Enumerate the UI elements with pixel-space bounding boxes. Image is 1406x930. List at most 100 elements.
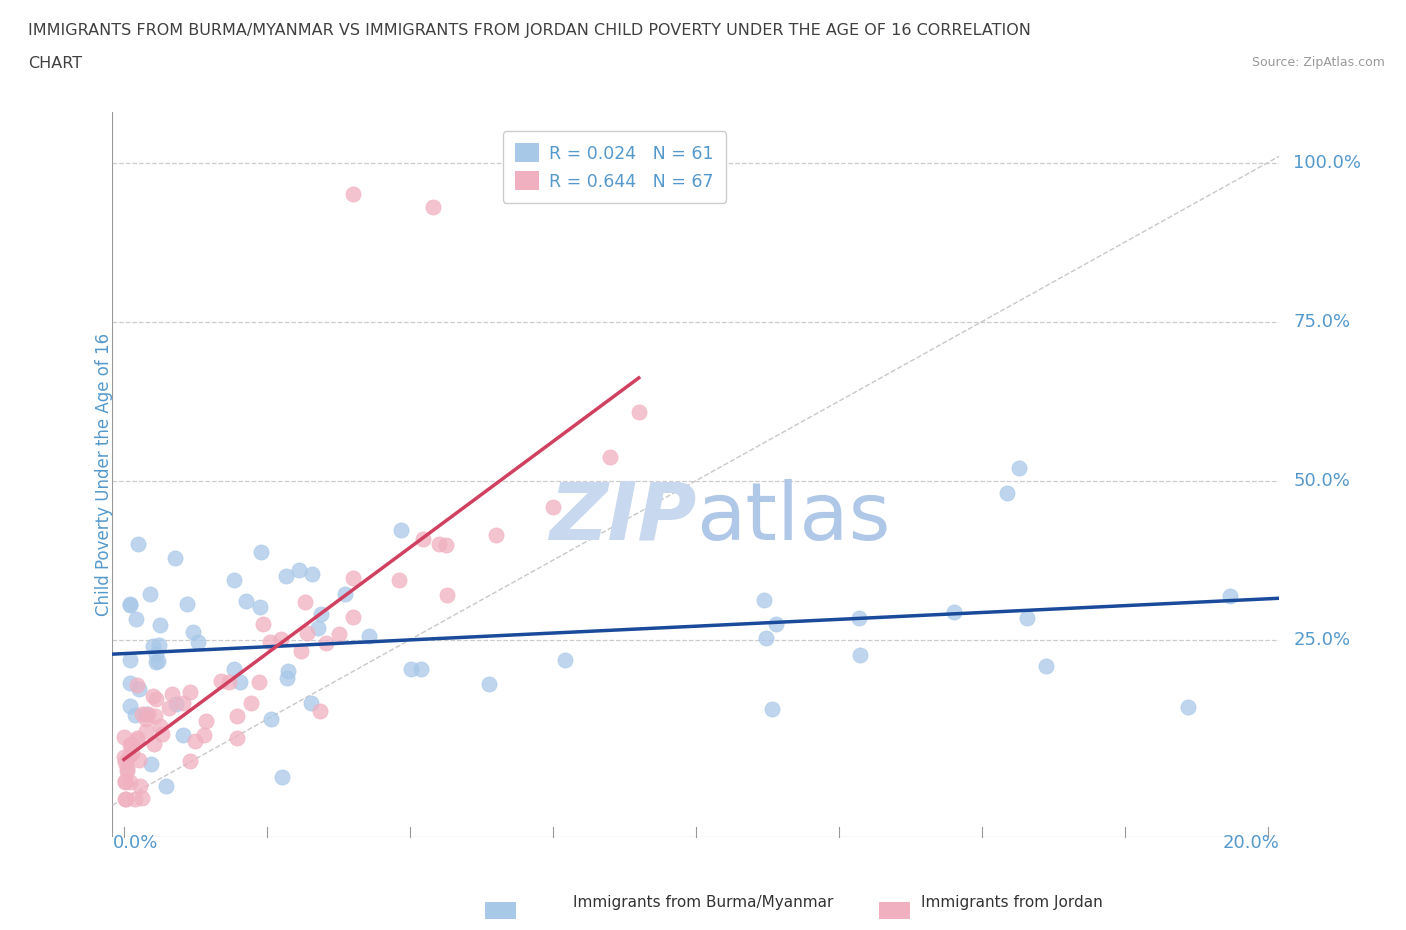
Point xyxy=(277,664,299,679)
Point xyxy=(848,610,870,625)
Point xyxy=(271,769,294,784)
Point xyxy=(131,790,153,805)
Point xyxy=(260,711,283,726)
Point xyxy=(149,618,172,632)
Point xyxy=(118,775,141,790)
Point xyxy=(388,573,411,588)
Point xyxy=(1219,589,1241,604)
Point xyxy=(128,752,150,767)
Point xyxy=(163,551,186,565)
Text: 25.0%: 25.0% xyxy=(1294,631,1351,649)
Point xyxy=(118,596,141,611)
Point xyxy=(160,686,183,701)
Point xyxy=(222,661,245,676)
Point xyxy=(125,677,148,692)
Y-axis label: Child Poverty Under the Age of 16: Child Poverty Under the Age of 16 xyxy=(96,333,112,616)
Point xyxy=(311,606,333,621)
Point xyxy=(118,676,141,691)
Point xyxy=(412,532,434,547)
Text: Source: ZipAtlas.com: Source: ZipAtlas.com xyxy=(1251,56,1385,69)
Point xyxy=(287,562,309,577)
Legend: R = 0.024   N = 61, R = 0.644   N = 67: R = 0.024 N = 61, R = 0.644 N = 67 xyxy=(502,131,725,203)
Point xyxy=(389,523,412,538)
Point xyxy=(114,791,136,806)
Point xyxy=(118,652,141,667)
Point xyxy=(295,625,318,640)
Point xyxy=(309,703,332,718)
Point xyxy=(627,405,650,419)
Point xyxy=(184,734,207,749)
Point xyxy=(235,593,257,608)
Point xyxy=(115,764,138,778)
Point xyxy=(145,655,167,670)
Point xyxy=(436,588,458,603)
Point xyxy=(247,675,270,690)
Point xyxy=(179,754,201,769)
Point xyxy=(995,486,1018,501)
Point xyxy=(761,702,783,717)
Point xyxy=(755,631,778,645)
Point xyxy=(250,545,273,560)
Point xyxy=(359,629,381,644)
Point xyxy=(301,566,323,581)
Point xyxy=(209,673,232,688)
Point xyxy=(554,652,576,667)
Point xyxy=(135,707,157,722)
Point xyxy=(342,570,364,585)
Point xyxy=(299,696,322,711)
Point xyxy=(145,647,167,662)
Point xyxy=(1017,611,1039,626)
Point xyxy=(131,707,153,722)
Point xyxy=(333,587,356,602)
Point xyxy=(181,624,204,639)
Point xyxy=(120,737,142,752)
Text: 20.0%: 20.0% xyxy=(1223,834,1279,852)
Point xyxy=(114,791,136,806)
Point xyxy=(120,598,142,613)
Point xyxy=(307,620,329,635)
Point xyxy=(138,707,160,722)
Point xyxy=(541,499,564,514)
Point xyxy=(112,750,135,764)
Point xyxy=(1177,699,1199,714)
Point xyxy=(145,692,167,707)
Point xyxy=(315,635,337,650)
Point xyxy=(142,689,165,704)
Point xyxy=(172,696,194,711)
Point xyxy=(135,711,157,726)
Point xyxy=(142,639,165,654)
Point xyxy=(342,609,364,624)
Point xyxy=(328,627,350,642)
Point xyxy=(114,775,136,790)
Point xyxy=(148,638,170,653)
Point xyxy=(849,647,872,662)
Point xyxy=(141,756,163,771)
Point xyxy=(1008,460,1031,475)
Point xyxy=(176,596,198,611)
Point xyxy=(422,200,444,215)
Point xyxy=(943,604,966,619)
Point xyxy=(195,713,218,728)
Point xyxy=(124,708,146,723)
Point xyxy=(118,698,141,713)
Point xyxy=(218,675,240,690)
Point xyxy=(129,779,152,794)
Point xyxy=(599,450,621,465)
Point xyxy=(754,592,776,607)
Text: IMMIGRANTS FROM BURMA/MYANMAR VS IMMIGRANTS FROM JORDAN CHILD POVERTY UNDER THE : IMMIGRANTS FROM BURMA/MYANMAR VS IMMIGRA… xyxy=(28,23,1031,38)
Point xyxy=(478,677,501,692)
Point xyxy=(115,761,138,776)
Point xyxy=(114,754,136,769)
Point xyxy=(274,568,297,583)
Point xyxy=(143,709,166,724)
Point xyxy=(409,661,432,676)
Point xyxy=(114,774,136,789)
Point xyxy=(228,674,250,689)
Text: Immigrants from Burma/Myanmar: Immigrants from Burma/Myanmar xyxy=(572,895,834,910)
Text: ZIP: ZIP xyxy=(548,479,696,557)
Point xyxy=(485,527,508,542)
Point xyxy=(124,791,146,806)
Point xyxy=(139,586,162,601)
Point xyxy=(259,634,281,649)
Text: 0.0%: 0.0% xyxy=(112,834,157,852)
